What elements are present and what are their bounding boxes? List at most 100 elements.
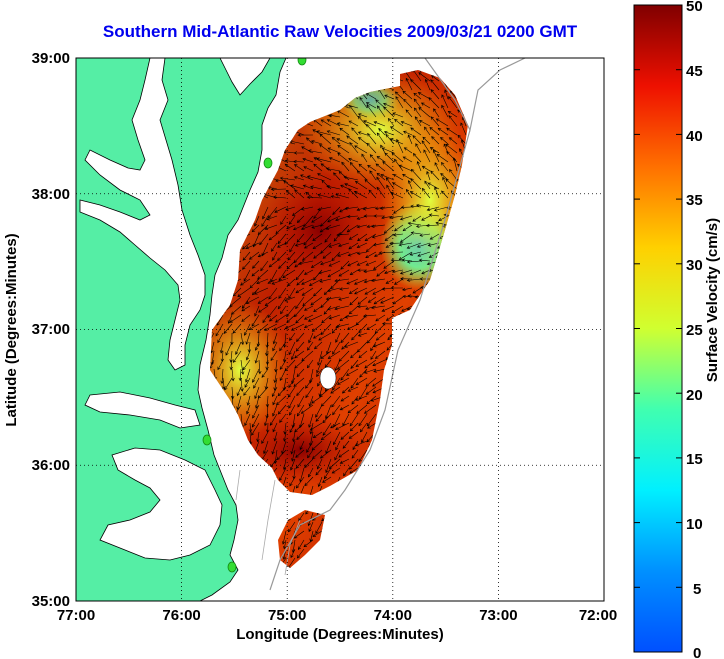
velocity-arrow (406, 242, 422, 249)
velocity-arrow (288, 395, 296, 409)
velocity-arrow (336, 233, 350, 237)
velocity-arrow (282, 269, 296, 279)
velocity-arrow (426, 206, 440, 212)
velocity-arrow (344, 183, 359, 190)
velocity-arrow (339, 206, 350, 213)
velocity-arrow (286, 260, 296, 270)
velocity-arrow (348, 305, 359, 315)
velocity-arrow (310, 185, 323, 190)
velocity-arrow (257, 269, 269, 280)
velocity-arrow (268, 287, 278, 300)
velocity-arrow (215, 323, 224, 337)
velocity-arrow (315, 521, 323, 535)
velocity-arrow (429, 147, 440, 154)
velocity-arrow (232, 287, 242, 297)
velocity-arrow (374, 350, 386, 359)
velocity-arrow (338, 449, 350, 458)
velocity-arrow (348, 120, 359, 127)
velocity-arrow (405, 77, 413, 91)
velocity-arrow (272, 341, 278, 352)
velocity-arrow (320, 119, 332, 127)
velocity-arrow (363, 404, 377, 414)
velocity-arrow (349, 296, 359, 306)
velocity-arrow (337, 145, 350, 154)
velocity-arrow (444, 89, 449, 100)
velocity-arrow (242, 251, 251, 261)
velocity-arrow (381, 305, 395, 312)
velocity-arrow (392, 233, 404, 237)
velocity-arrow (268, 233, 278, 241)
velocity-arrow (295, 341, 305, 352)
velocity-arrow (350, 359, 359, 369)
velocity-arrow (420, 102, 431, 109)
velocity-arrow (283, 180, 296, 190)
velocity-arrow (306, 359, 314, 369)
velocity-arrow (425, 223, 440, 228)
velocity-arrow (277, 233, 287, 245)
velocity-arrow (341, 386, 350, 394)
velocity-arrow (272, 395, 278, 406)
velocity-arrow (290, 323, 305, 331)
velocity-arrow (383, 224, 395, 234)
colorbar-tick: 15 (686, 451, 703, 468)
velocity-arrow (270, 269, 278, 283)
y-axis: 39:00 38:00 37:00 36:00 35:00 Latitude (… (3, 50, 70, 610)
velocity-arrow (334, 305, 350, 311)
velocity-arrow (308, 467, 314, 478)
velocity-arrow (343, 467, 350, 477)
velocity-arrow (295, 458, 305, 469)
velocity-arrow (253, 377, 260, 389)
velocity-arrow (413, 107, 422, 118)
velocity-arrow (313, 163, 323, 172)
velocity-arrow (339, 314, 350, 322)
velocity-arrow (349, 269, 359, 276)
station-marker (227, 561, 237, 573)
velocity-arrow (322, 476, 332, 483)
velocity-arrow (328, 458, 341, 470)
velocity-arrow (294, 359, 305, 369)
velocity-arrow (348, 233, 359, 240)
velocity-arrow (431, 136, 440, 145)
velocity-arrow (312, 233, 323, 241)
velocity-arrow (332, 404, 341, 416)
velocity-arrow (303, 305, 314, 311)
velocity-arrow (256, 278, 269, 285)
x-tick-label: 75:00 (268, 607, 306, 624)
velocity-arrow (277, 251, 287, 262)
velocity-arrow (335, 323, 350, 329)
velocity-arrow (335, 332, 341, 343)
velocity-arrow (432, 149, 440, 163)
velocity-arrow (295, 296, 305, 310)
velocity-arrow (378, 128, 386, 136)
x-axis: 77:00 76:00 75:00 74:00 73:00 72:00 Long… (57, 607, 617, 643)
velocity-arrow (364, 359, 377, 369)
velocity-arrow (236, 395, 242, 411)
velocity-arrow (230, 386, 235, 400)
velocity-arrow (264, 296, 278, 307)
velocity-arrow (263, 440, 269, 455)
velocity-arrow (320, 215, 332, 227)
velocity-arrow (330, 195, 341, 199)
velocity-arrow (335, 215, 350, 222)
velocity-arrow (445, 143, 458, 154)
velocity-arrow (326, 185, 341, 190)
velocity-arrow (274, 314, 287, 323)
velocity-arrow (254, 341, 260, 351)
velocity-arrow (332, 341, 341, 355)
colorbar-tick: 10 (686, 516, 703, 533)
velocity-arrow (242, 260, 251, 270)
velocity-arrow (261, 431, 269, 444)
velocity-arrow (232, 323, 242, 334)
velocity-arrow (398, 164, 413, 172)
velocity-arrow (430, 89, 440, 100)
velocity-arrow (306, 440, 314, 453)
velocity-arrow (394, 118, 404, 127)
velocity-arrow (424, 180, 431, 190)
velocity-arrow (265, 359, 269, 371)
velocity-arrow (317, 173, 332, 181)
velocity-arrow (358, 323, 368, 334)
velocity-arrow (319, 278, 332, 283)
velocity-arrow (337, 152, 350, 163)
map-title: Southern Mid-Atlantic Raw Velocities 200… (103, 22, 578, 41)
